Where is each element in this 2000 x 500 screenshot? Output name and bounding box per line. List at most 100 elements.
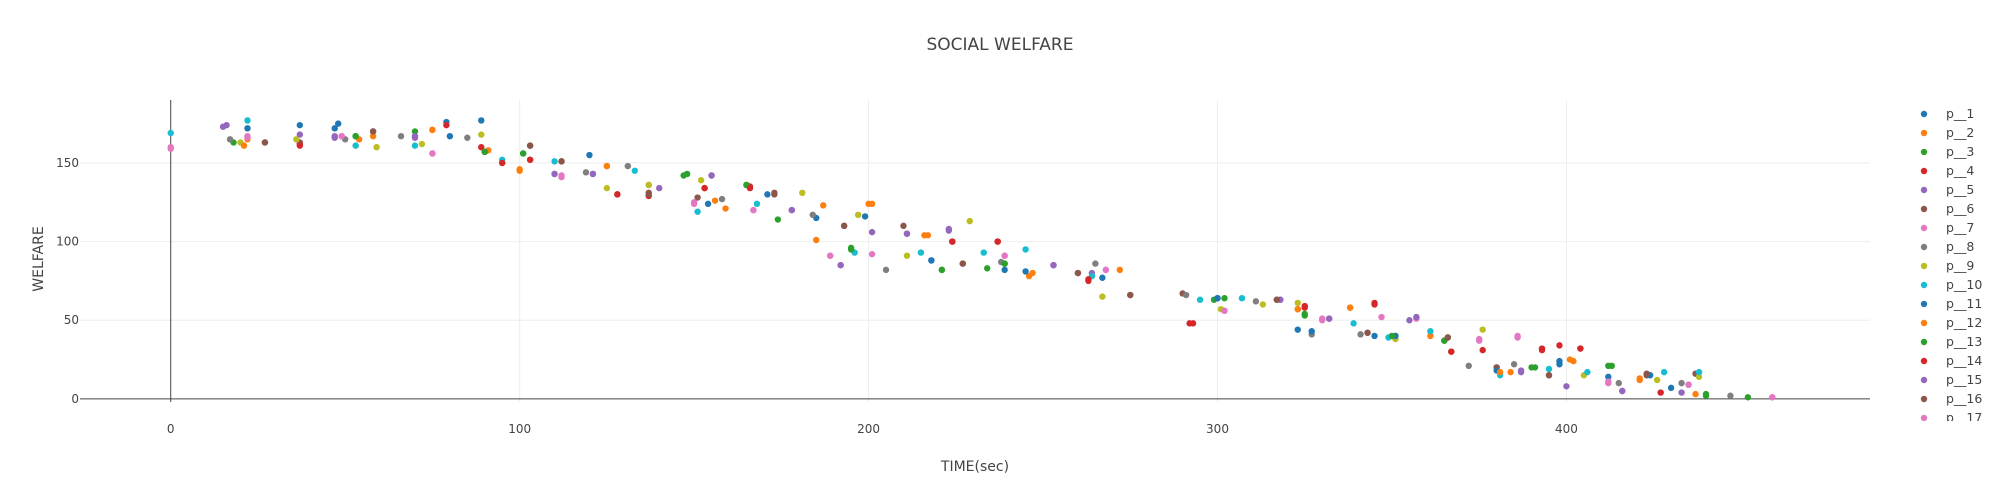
data-point[interactable] [1528, 364, 1535, 371]
data-point[interactable] [1294, 326, 1301, 333]
legend-item[interactable]: p__6 [1920, 201, 1975, 216]
data-point[interactable] [1678, 389, 1685, 396]
data-point[interactable] [1221, 307, 1228, 314]
data-point[interactable] [1702, 392, 1710, 399]
data-point[interactable] [917, 249, 925, 256]
data-point[interactable] [586, 151, 593, 159]
data-point[interactable] [478, 143, 485, 151]
legend[interactable]: p__1 p__2 p__3 p__4 p__5 p__6 p__7 p__8 p__9 p__1… [1920, 106, 1983, 425]
data-point[interactable] [694, 208, 701, 215]
data-point[interactable] [708, 172, 715, 179]
data-point[interactable] [868, 200, 876, 208]
data-point[interactable] [429, 126, 436, 134]
data-point[interactable] [1465, 362, 1472, 370]
data-point[interactable] [820, 202, 827, 209]
legend-item[interactable]: p__2 [1920, 125, 1975, 140]
legend-item[interactable]: p__1 [1920, 106, 1975, 121]
data-point[interactable] [1619, 387, 1626, 395]
data-point[interactable] [1099, 274, 1106, 281]
data-point[interactable] [1127, 291, 1134, 299]
data-point[interactable] [746, 184, 754, 192]
data-point[interactable] [1577, 345, 1584, 352]
data-point[interactable] [1444, 334, 1451, 341]
legend-item[interactable]: p__16 [1920, 391, 1983, 406]
data-point[interactable] [694, 194, 701, 201]
data-point[interactable] [1099, 293, 1106, 300]
data-point[interactable] [1301, 310, 1308, 318]
data-point[interactable] [526, 142, 534, 149]
data-point[interactable] [928, 257, 935, 264]
data-point[interactable] [1476, 335, 1483, 343]
data-point[interactable] [397, 132, 405, 140]
data-point[interactable] [722, 205, 729, 212]
data-point[interactable] [558, 158, 565, 165]
data-point[interactable] [1427, 328, 1434, 335]
data-point[interactable] [226, 136, 234, 143]
data-point[interactable] [966, 217, 973, 225]
data-point[interactable] [1092, 260, 1099, 267]
data-point[interactable] [1371, 301, 1378, 308]
data-point[interactable] [516, 167, 523, 174]
data-point[interactable] [854, 211, 862, 219]
data-point[interactable] [1259, 301, 1267, 308]
data-point[interactable] [603, 162, 611, 170]
data-point[interactable] [861, 213, 869, 220]
data-point[interactable] [938, 266, 946, 274]
legend-item[interactable]: p__12 [1920, 315, 1983, 330]
data-point[interactable] [813, 236, 820, 244]
data-point[interactable] [1294, 299, 1301, 307]
data-point[interactable] [1479, 326, 1486, 333]
data-point[interactable] [614, 191, 621, 198]
data-point[interactable] [704, 200, 712, 208]
data-point[interactable] [900, 222, 907, 230]
data-point[interactable] [718, 195, 726, 203]
data-point[interactable] [411, 128, 419, 135]
data-point[interactable] [1605, 373, 1612, 381]
data-point[interactable] [1325, 315, 1333, 322]
data-point[interactable] [1406, 317, 1413, 324]
legend-item[interactable]: p__17 [1920, 410, 1983, 425]
data-point[interactable] [771, 189, 778, 197]
data-point[interactable] [945, 225, 953, 233]
data-point[interactable] [1301, 304, 1308, 311]
data-point[interactable] [526, 156, 534, 163]
data-point[interactable] [1653, 376, 1661, 384]
data-point[interactable] [1479, 346, 1486, 354]
data-point[interactable] [335, 120, 342, 127]
legend-item[interactable]: p__14 [1920, 353, 1983, 368]
data-point[interactable] [1273, 296, 1281, 303]
data-point[interactable] [1308, 328, 1315, 335]
legend-item[interactable]: p__4 [1920, 163, 1975, 178]
data-point[interactable] [1022, 246, 1029, 253]
data-point[interactable] [984, 265, 991, 272]
data-point[interactable] [478, 131, 485, 138]
data-point[interactable] [1074, 269, 1082, 277]
data-point[interactable] [1364, 329, 1371, 336]
data-point[interactable] [411, 142, 419, 149]
legend-item[interactable]: p__5 [1920, 182, 1975, 197]
data-point[interactable] [1566, 356, 1574, 363]
data-point[interactable] [631, 167, 638, 174]
data-point[interactable] [1695, 368, 1703, 376]
data-point[interactable] [1350, 320, 1357, 327]
data-point[interactable] [764, 191, 771, 198]
data-point[interactable] [645, 189, 652, 197]
data-point[interactable] [499, 159, 506, 167]
data-point[interactable] [1643, 370, 1650, 377]
data-point[interactable] [1538, 345, 1546, 352]
data-point[interactable] [1238, 294, 1246, 302]
data-point[interactable] [690, 200, 698, 208]
data-point[interactable] [1545, 365, 1553, 373]
legend-item[interactable]: p__13 [1920, 334, 1983, 349]
data-point[interactable] [1413, 313, 1420, 321]
data-point[interactable] [1050, 261, 1057, 269]
data-point[interactable] [1346, 304, 1354, 311]
data-point[interactable] [1252, 298, 1260, 305]
data-point[interactable] [369, 132, 377, 140]
data-point[interactable] [373, 143, 380, 151]
data-point[interactable] [683, 170, 691, 178]
legend-item[interactable]: p__9 [1920, 258, 1975, 273]
data-point[interactable] [809, 211, 816, 219]
data-point[interactable] [799, 189, 806, 197]
data-point[interactable] [868, 250, 876, 258]
